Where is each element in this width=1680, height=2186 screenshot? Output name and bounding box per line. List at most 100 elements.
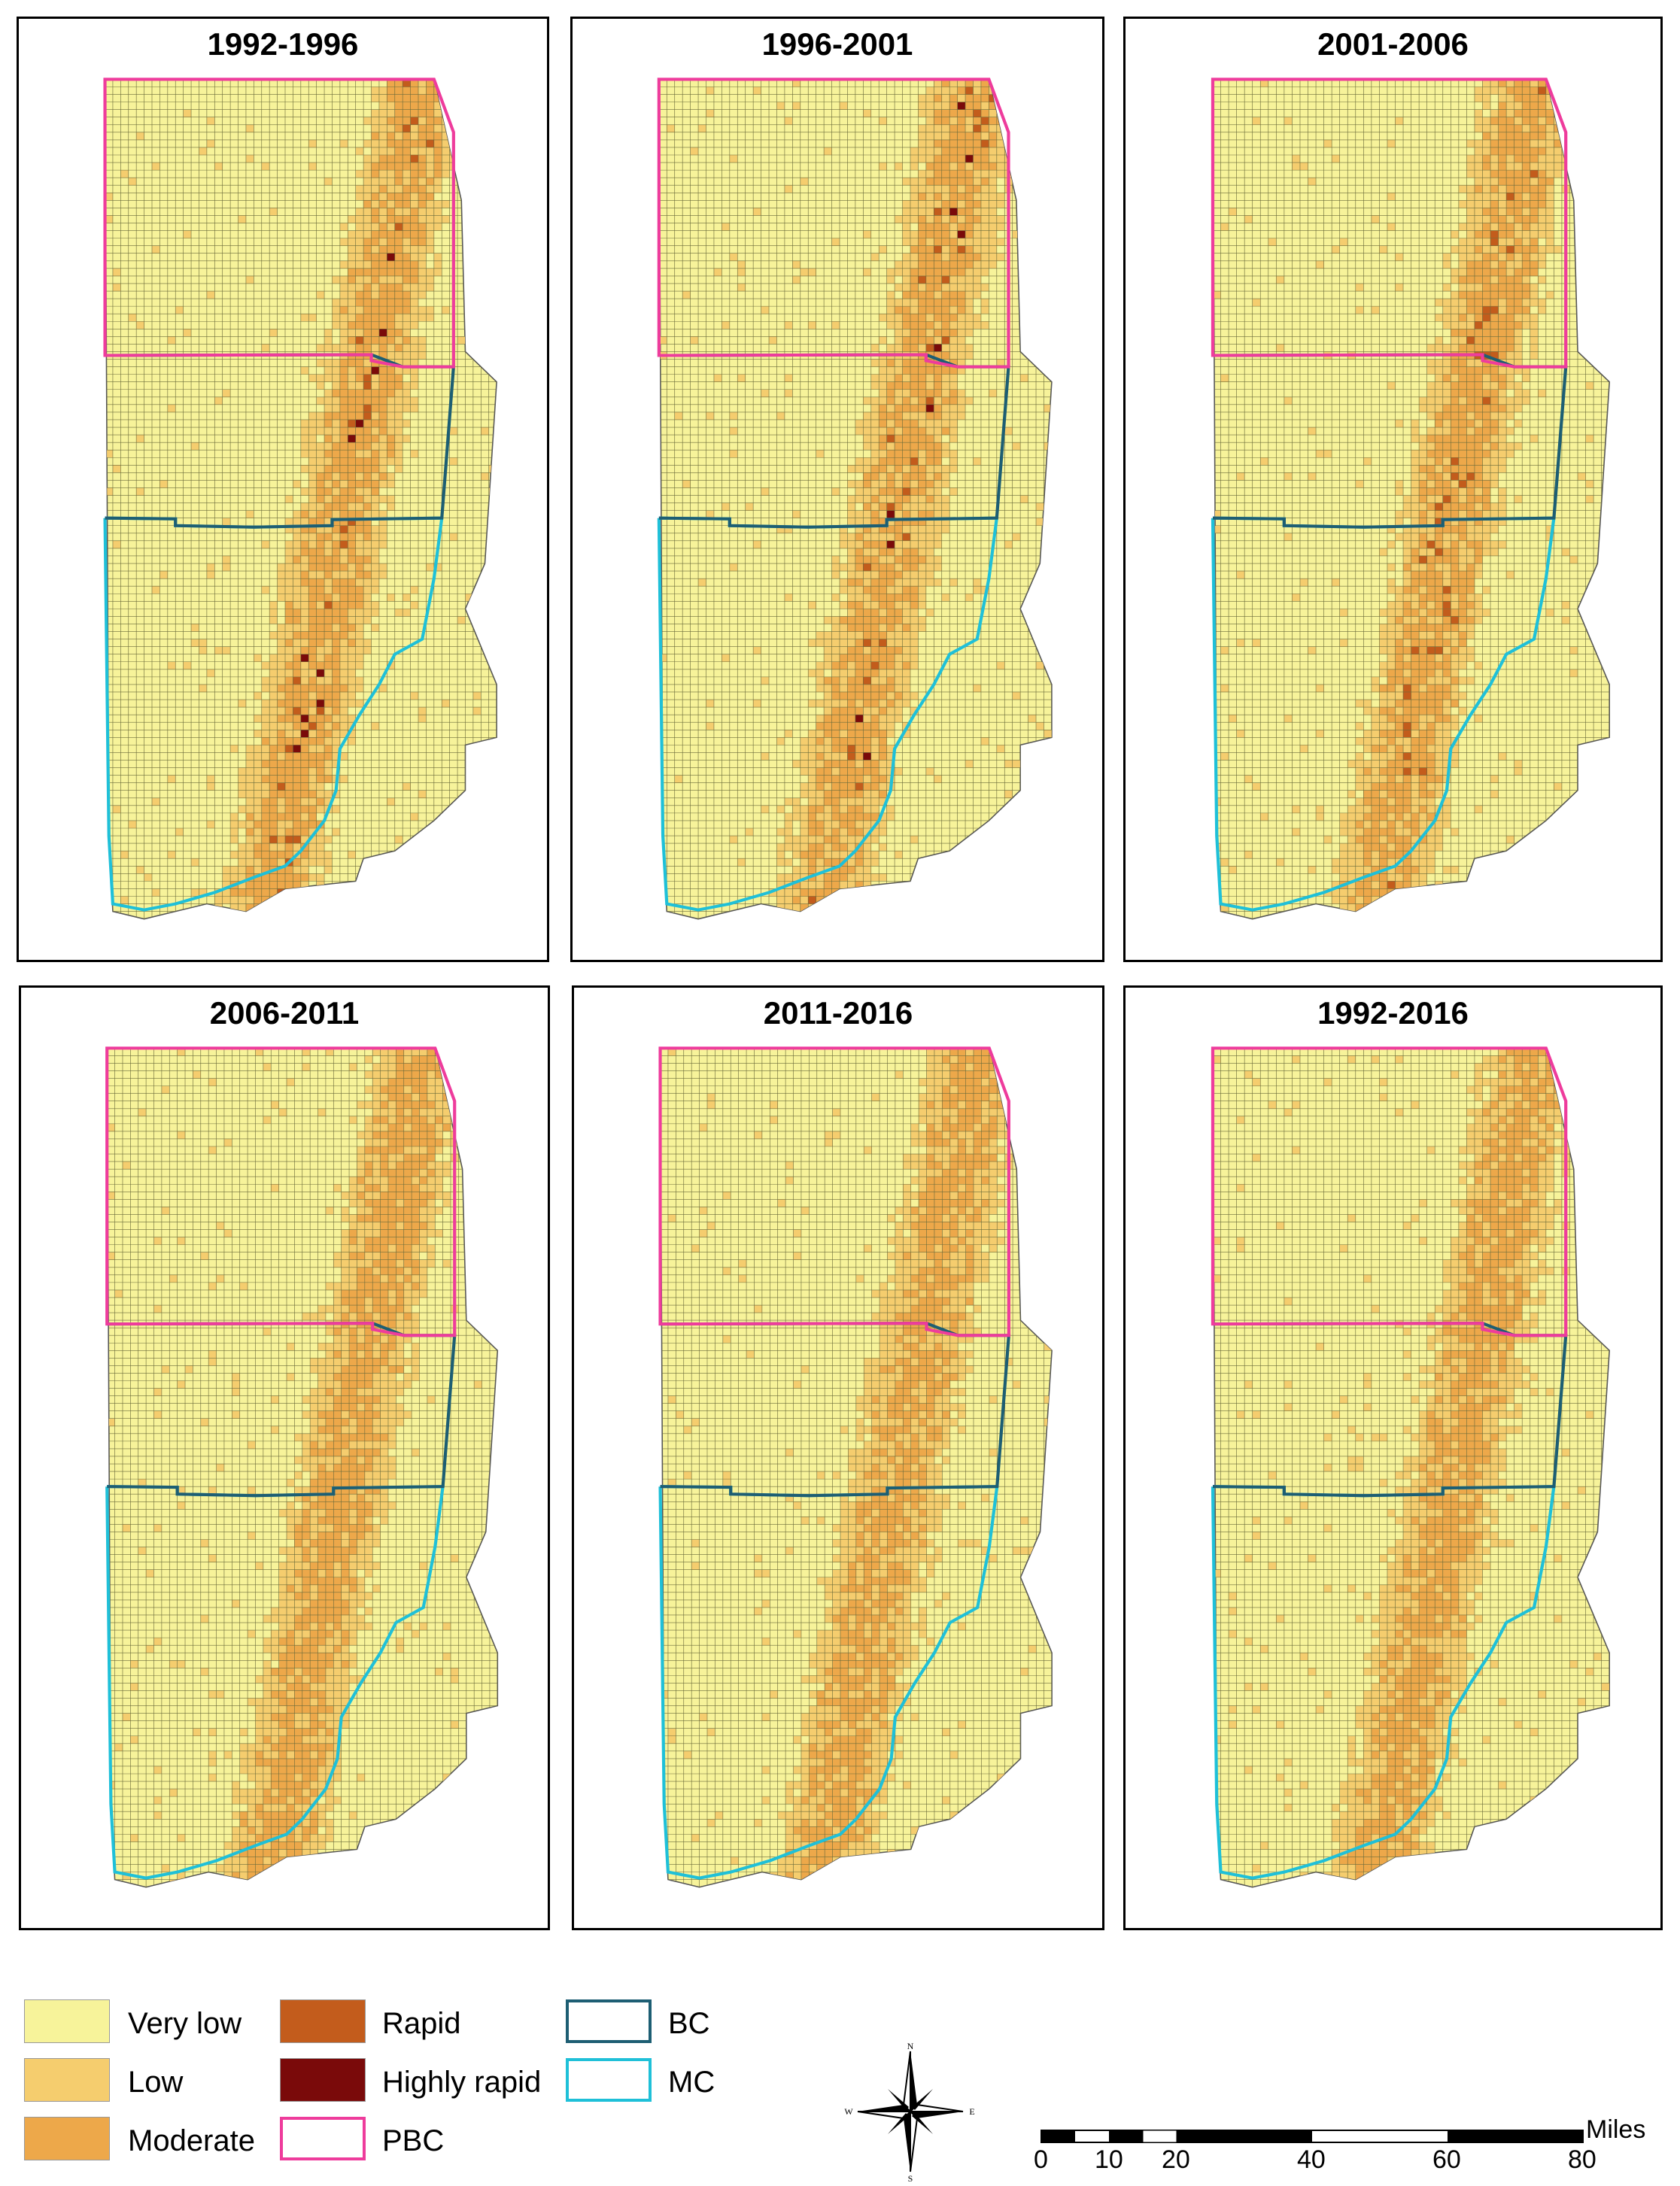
growth-cell bbox=[800, 866, 809, 874]
growth-cell bbox=[332, 366, 340, 375]
growth-cell bbox=[427, 1207, 436, 1215]
growth-cell bbox=[355, 215, 364, 223]
growth-cell bbox=[1451, 510, 1459, 518]
growth-cell bbox=[1506, 253, 1514, 261]
growth-cell bbox=[941, 200, 950, 208]
growth-cell bbox=[371, 329, 379, 337]
growth-cell bbox=[784, 525, 793, 533]
growth-cell bbox=[1379, 805, 1387, 813]
growth-cell bbox=[380, 1214, 388, 1222]
growth-cell bbox=[863, 480, 871, 488]
growth-cell bbox=[308, 411, 317, 420]
growth-cell bbox=[1451, 676, 1459, 685]
growth-cell bbox=[427, 1101, 436, 1109]
growth-cell bbox=[410, 381, 418, 390]
growth-cell bbox=[1451, 691, 1459, 700]
growth-cell bbox=[348, 344, 356, 352]
growth-cell bbox=[863, 442, 871, 451]
growth-cell bbox=[934, 578, 942, 587]
growth-cell bbox=[729, 253, 738, 261]
growth-cell bbox=[863, 691, 871, 700]
growth-cell bbox=[973, 117, 981, 125]
growth-cell bbox=[387, 193, 395, 201]
growth-cell bbox=[332, 510, 340, 518]
growth-cell bbox=[355, 518, 364, 526]
growth-cell bbox=[378, 684, 387, 692]
growth-cell bbox=[449, 79, 458, 87]
growth-cell bbox=[879, 700, 887, 708]
growth-cell bbox=[355, 336, 364, 345]
growth-cell bbox=[1474, 465, 1483, 473]
growth-cell bbox=[1522, 139, 1530, 147]
growth-cell bbox=[394, 411, 403, 420]
growth-cell bbox=[1292, 594, 1300, 602]
growth-cell bbox=[918, 238, 926, 246]
growth-cell bbox=[1482, 435, 1491, 443]
growth-cell bbox=[396, 1161, 404, 1170]
growth-cell bbox=[339, 238, 348, 246]
growth-cell bbox=[277, 594, 285, 602]
growth-cell bbox=[941, 510, 950, 518]
growth-cell bbox=[387, 1214, 396, 1222]
growth-cell bbox=[1490, 306, 1499, 314]
growth-cell bbox=[410, 162, 418, 171]
growth-cell bbox=[1332, 155, 1340, 163]
growth-cell bbox=[363, 411, 372, 420]
growth-cell bbox=[333, 1313, 342, 1321]
growth-cell bbox=[1538, 193, 1546, 201]
growth-cell bbox=[1419, 858, 1427, 867]
growth-cell bbox=[1435, 722, 1443, 730]
growth-cell bbox=[1506, 283, 1514, 292]
growth-cell bbox=[339, 533, 348, 541]
growth-cell bbox=[230, 851, 238, 859]
growth-cell bbox=[1466, 435, 1475, 443]
growth-cell bbox=[349, 1274, 357, 1283]
growth-cell bbox=[1442, 465, 1451, 473]
growth-cell bbox=[1442, 525, 1451, 533]
growth-cell bbox=[167, 775, 176, 783]
growth-cell bbox=[394, 215, 403, 223]
growth-cell bbox=[372, 1093, 381, 1101]
growth-cell bbox=[980, 215, 989, 223]
growth-cell bbox=[380, 1184, 388, 1192]
growth-cell bbox=[387, 1244, 396, 1252]
growth-cell bbox=[1229, 208, 1237, 216]
growth-cell bbox=[316, 563, 325, 572]
growth-cell bbox=[870, 518, 879, 526]
growth-cell bbox=[957, 366, 966, 375]
growth-cell bbox=[886, 669, 895, 677]
growth-cell bbox=[1435, 676, 1443, 685]
growth-cell bbox=[339, 427, 348, 436]
growth-cell bbox=[1490, 124, 1499, 132]
growth-cell bbox=[910, 359, 919, 367]
growth-cell bbox=[1371, 805, 1380, 813]
growth-cell bbox=[378, 223, 387, 231]
growth-cell bbox=[348, 404, 356, 412]
growth-cell bbox=[348, 450, 356, 458]
growth-cell bbox=[1403, 722, 1411, 730]
growth-cell bbox=[339, 260, 348, 269]
growth-cell bbox=[879, 525, 887, 533]
growth-cell bbox=[769, 336, 777, 345]
growth-cell bbox=[1458, 260, 1467, 269]
growth-cell bbox=[387, 268, 395, 276]
growth-cell bbox=[1561, 79, 1570, 87]
growth-cell bbox=[989, 260, 997, 269]
growth-cell bbox=[403, 1328, 412, 1336]
growth-cell bbox=[410, 268, 418, 276]
growth-cell bbox=[1514, 102, 1523, 110]
growth-cell bbox=[1554, 162, 1562, 171]
pbc-boundary bbox=[657, 77, 1010, 369]
growth-cell bbox=[824, 888, 832, 897]
growth-cell bbox=[1545, 215, 1554, 223]
growth-cell bbox=[238, 767, 246, 776]
growth-cell bbox=[910, 594, 919, 602]
growth-cell bbox=[1466, 419, 1475, 428]
growth-cell bbox=[285, 616, 293, 624]
growth-cell bbox=[324, 639, 333, 647]
growth-cell bbox=[293, 609, 301, 617]
growth-cell bbox=[426, 117, 434, 125]
growth-cell bbox=[1442, 654, 1451, 662]
growth-cell bbox=[488, 329, 497, 337]
growth-cell bbox=[840, 540, 848, 548]
